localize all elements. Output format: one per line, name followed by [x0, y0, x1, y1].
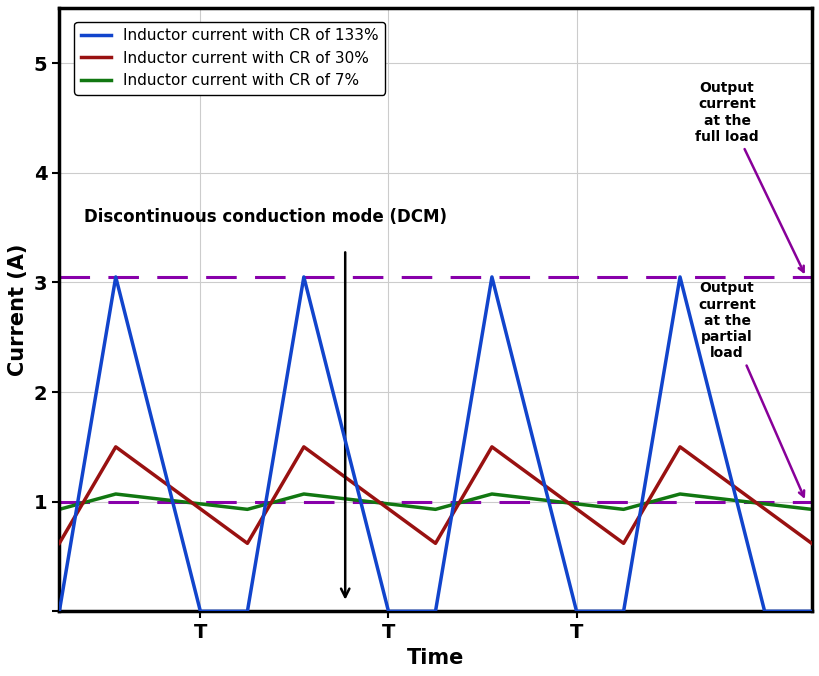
- Y-axis label: Current (A): Current (A): [8, 243, 29, 376]
- Legend: Inductor current with CR of 133%, Inductor current with CR of 30%, Inductor curr: Inductor current with CR of 133%, Induct…: [75, 22, 385, 95]
- X-axis label: Time: Time: [406, 648, 464, 668]
- Text: Output
current
at the
partial
load: Output current at the partial load: [697, 281, 803, 497]
- Text: Discontinuous conduction mode (DCM): Discontinuous conduction mode (DCM): [84, 208, 446, 226]
- Text: Output
current
at the
full load: Output current at the full load: [695, 81, 803, 272]
